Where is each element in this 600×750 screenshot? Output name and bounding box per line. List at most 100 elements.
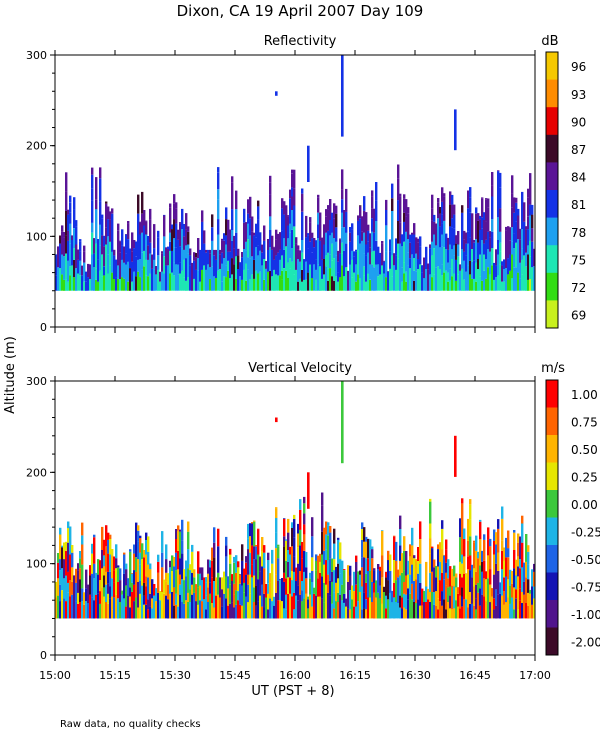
data-cell (521, 215, 524, 230)
data-cell (321, 259, 324, 279)
data-cell (229, 554, 232, 564)
data-cell (509, 585, 512, 604)
data-cell (241, 585, 244, 606)
data-cell (71, 581, 74, 595)
data-cell (329, 532, 332, 559)
data-cell (443, 196, 446, 221)
data-cell (413, 280, 416, 291)
data-cell (65, 279, 68, 291)
data-cell (493, 554, 496, 575)
data-cell (65, 172, 68, 192)
data-cell (111, 208, 114, 214)
colorbar-label: 87 (571, 143, 586, 157)
data-cell (293, 169, 296, 189)
data-cell (313, 593, 316, 619)
data-cell (293, 259, 296, 275)
data-cell (513, 530, 516, 533)
data-cell (117, 244, 120, 266)
data-cell (323, 602, 326, 619)
data-cell (495, 265, 498, 278)
data-cell (261, 584, 264, 607)
data-cell (81, 535, 84, 545)
data-cell (157, 269, 160, 291)
data-cell (279, 232, 282, 233)
data-cell (341, 242, 344, 254)
data-cell (405, 281, 408, 291)
data-cell (363, 541, 366, 558)
data-cell (215, 595, 218, 619)
data-cell (355, 249, 358, 252)
data-cell (149, 219, 152, 243)
data-cell (133, 271, 136, 291)
data-cell (411, 232, 414, 235)
data-cell (187, 226, 190, 232)
data-cell (317, 249, 320, 265)
data-cell (233, 264, 236, 291)
data-cell (457, 587, 460, 594)
data-cell (451, 276, 454, 291)
data-cell (445, 549, 448, 563)
data-cell (59, 570, 62, 585)
data-cell (481, 571, 484, 595)
data-cell (245, 596, 248, 619)
data-cell (263, 225, 266, 241)
data-cell (507, 530, 510, 549)
data-cell (347, 565, 350, 582)
data-cell (489, 584, 492, 603)
data-cell (109, 211, 112, 220)
data-cell (263, 545, 266, 553)
data-cell (123, 262, 126, 279)
data-cell (91, 553, 94, 574)
data-cell (481, 280, 484, 291)
data-cell (119, 278, 122, 291)
data-cell (429, 523, 432, 539)
data-cell (73, 209, 76, 229)
data-cell (381, 603, 384, 619)
data-cell (221, 577, 224, 590)
data-cell (237, 269, 240, 291)
data-cell (213, 249, 216, 256)
colorbar-label: 72 (571, 281, 586, 295)
data-cell (269, 182, 272, 195)
data-cell (501, 506, 504, 519)
data-cell (281, 198, 284, 209)
data-cell (79, 558, 82, 569)
x-tick-label: 16:45 (459, 669, 491, 682)
colorbar-swatch (546, 162, 558, 191)
data-cell (57, 553, 60, 563)
data-cell (375, 597, 378, 619)
data-cell (155, 266, 158, 275)
data-cell (519, 536, 522, 560)
data-cell (463, 599, 466, 619)
data-cell (117, 230, 120, 245)
data-cell (105, 525, 108, 547)
data-cell (181, 553, 184, 580)
data-cell (461, 606, 464, 619)
data-cell (255, 605, 258, 619)
data-cell (445, 270, 448, 291)
data-cell (467, 607, 470, 619)
data-cell (205, 595, 208, 610)
data-cell (391, 210, 394, 235)
data-cell (375, 220, 378, 241)
data-cell (405, 216, 408, 232)
data-cell (159, 281, 162, 291)
data-cell (157, 561, 160, 573)
data-cell (297, 585, 300, 601)
data-cell (389, 269, 392, 291)
data-cell (339, 573, 342, 595)
data-cell (353, 606, 356, 619)
data-cell (267, 560, 270, 584)
data-cell (263, 552, 266, 569)
data-cell (67, 281, 70, 291)
data-cell (479, 521, 482, 540)
data-cell (147, 609, 150, 619)
data-cell (249, 258, 252, 279)
data-cell (475, 609, 478, 619)
data-cell (285, 539, 288, 541)
data-cell (215, 278, 218, 291)
data-cell (499, 242, 502, 252)
data-cell (503, 591, 506, 605)
data-cell (351, 585, 354, 600)
data-cell (59, 235, 62, 244)
